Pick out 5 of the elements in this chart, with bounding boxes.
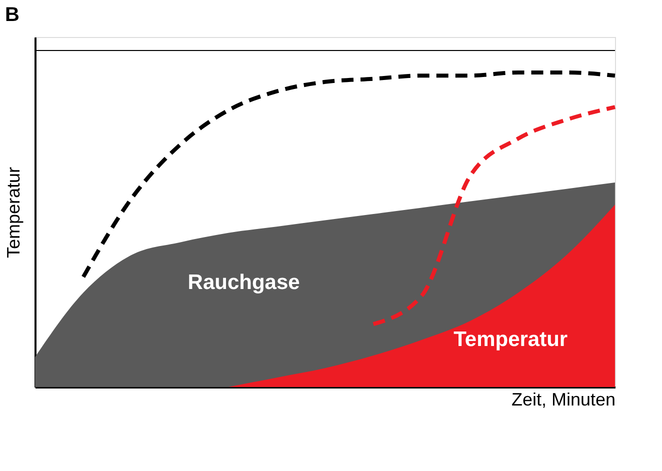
- series-label: Rauchgase: [188, 271, 300, 294]
- chart-title: B: [5, 4, 20, 26]
- series-label: Temperatur: [454, 328, 568, 351]
- y-axis-title: Temperatur: [4, 166, 24, 258]
- x-axis-title: Zeit, Minuten: [511, 390, 616, 410]
